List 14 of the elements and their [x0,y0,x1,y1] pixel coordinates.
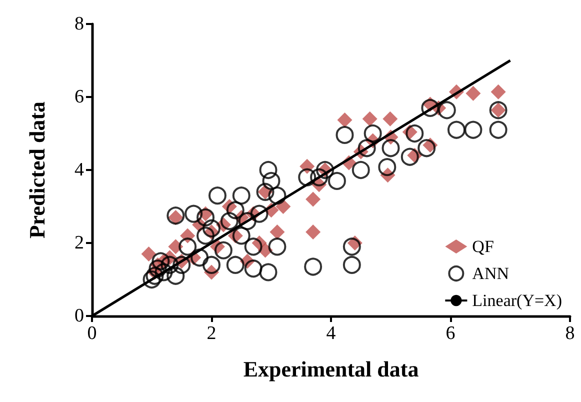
legend-label: Linear(Y=X) [472,291,562,310]
x-tick-label: 8 [565,323,575,344]
legend-label: ANN [472,264,510,283]
x-tick-label: 4 [326,323,336,344]
y-tick-label: 6 [74,86,84,108]
x-axis-title: Experimental data [243,356,419,382]
y-tick-label: 4 [74,160,84,180]
y-tick-label: 8 [74,14,84,34]
y-axis-title: Predicted data [24,101,50,239]
x-tick-label: 6 [446,323,456,344]
y-tick-label: 2 [74,232,84,254]
x-tick-label: 2 [206,323,216,344]
y-tick-label: 0 [74,306,84,326]
legend-label: QF [472,237,494,256]
